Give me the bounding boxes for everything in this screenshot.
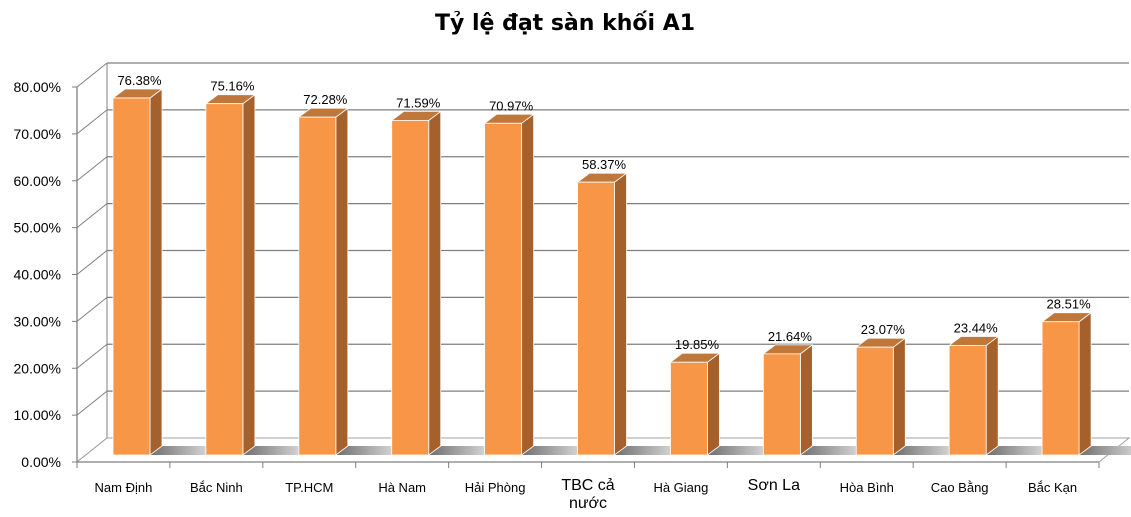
data-label: 58.37% bbox=[582, 157, 627, 172]
bar-shadow bbox=[800, 446, 875, 455]
data-label: 23.07% bbox=[861, 322, 906, 337]
y-tick-label: 10.00% bbox=[14, 407, 61, 423]
y-tick-label: 50.00% bbox=[14, 220, 61, 236]
x-category-label: Cao Bằng bbox=[931, 480, 989, 495]
bar-side bbox=[521, 113, 535, 456]
bar-side bbox=[149, 88, 163, 456]
bar-side bbox=[242, 93, 256, 456]
chart-title: Tỷ lệ đạt sàn khối A1 bbox=[435, 11, 695, 36]
bar bbox=[855, 337, 968, 456]
axes: 0.00% 10.00% 20.00% 30.00% 40.00% 50.00% 60.00… bbox=[14, 79, 1100, 470]
bar bbox=[390, 110, 503, 456]
x-category-label: Hòa Bình bbox=[840, 480, 894, 495]
bar-shadow bbox=[893, 446, 968, 455]
bar-shadow bbox=[1079, 446, 1131, 455]
bar-shadow bbox=[521, 446, 596, 455]
side-wall-line bbox=[76, 343, 108, 369]
bar-side bbox=[428, 110, 442, 456]
bar-front bbox=[948, 345, 987, 456]
bar-front bbox=[1041, 321, 1080, 456]
bar-shadow bbox=[614, 446, 689, 455]
y-tick-label: 30.00% bbox=[14, 313, 61, 329]
data-label: 23.44% bbox=[954, 320, 999, 335]
bar-shadow bbox=[707, 446, 782, 455]
side-wall-line bbox=[76, 296, 108, 322]
y-tick-label: 20.00% bbox=[14, 360, 61, 376]
data-label: 70.97% bbox=[489, 98, 534, 113]
bar-front bbox=[670, 361, 708, 456]
data-label: 76.38% bbox=[117, 73, 162, 88]
bar bbox=[947, 335, 1061, 456]
bar-front bbox=[762, 353, 801, 456]
bar-front bbox=[391, 119, 430, 456]
bar bbox=[204, 93, 317, 456]
bar-front bbox=[298, 116, 337, 456]
bars bbox=[111, 88, 1131, 456]
y-tick-label: 80.00% bbox=[14, 79, 61, 95]
data-label: 21.64% bbox=[768, 329, 813, 344]
side-wall-line bbox=[76, 250, 108, 275]
bar bbox=[1040, 311, 1131, 456]
labels: 76.38% Nam Định 75.16% Bắc Ninh 72.28% TP.HCM… bbox=[95, 73, 1092, 512]
data-label: 19.85% bbox=[675, 337, 720, 352]
x-category-label: Hà Nam bbox=[378, 480, 426, 495]
y-tick-label: 60.00% bbox=[14, 173, 61, 189]
bar-shadow bbox=[150, 446, 224, 455]
y-tick-label: 70.00% bbox=[14, 126, 61, 142]
bar bbox=[669, 352, 782, 456]
x-category-label: Bắc Ninh bbox=[190, 480, 243, 495]
side-wall-line bbox=[76, 109, 108, 135]
bar bbox=[111, 88, 224, 456]
data-label: 28.51% bbox=[1047, 297, 1092, 312]
bar-side bbox=[892, 337, 906, 456]
x-category-label: Sơn La bbox=[748, 477, 800, 494]
bar bbox=[576, 172, 689, 456]
bar-side bbox=[799, 344, 813, 456]
x-category-label: Hà Giang bbox=[653, 480, 708, 495]
x-category-label: TP.HCM bbox=[285, 480, 333, 495]
bar bbox=[483, 113, 596, 456]
bar-side bbox=[335, 107, 349, 456]
bar bbox=[297, 107, 410, 456]
bar-shadow bbox=[335, 446, 410, 455]
side-wall-line bbox=[76, 390, 108, 416]
data-label: 71.59% bbox=[396, 95, 441, 110]
bar-front bbox=[577, 181, 615, 456]
y-tick-label: 40.00% bbox=[14, 267, 61, 283]
bar-front bbox=[484, 122, 523, 456]
side-wall-line bbox=[76, 156, 108, 182]
bar-side bbox=[707, 352, 720, 456]
bar-shadow bbox=[242, 446, 317, 455]
bar-side bbox=[985, 335, 999, 456]
x-category-label: TBC cả nước bbox=[561, 477, 614, 512]
x-category-label: Hải Phòng bbox=[465, 480, 526, 495]
bar-shadow bbox=[428, 446, 503, 455]
x-category-label: Nam Định bbox=[95, 480, 153, 495]
bar-front bbox=[205, 103, 244, 456]
bar bbox=[762, 344, 875, 456]
bar-side bbox=[1078, 311, 1092, 456]
bar-shadow bbox=[986, 446, 1061, 455]
bar-front bbox=[112, 97, 151, 456]
data-label: 72.28% bbox=[303, 92, 348, 107]
side-wall-line bbox=[76, 203, 108, 229]
bar-front bbox=[855, 346, 894, 456]
x-category-label: Bắc Kạn bbox=[1028, 480, 1077, 495]
side-wall-line bbox=[76, 62, 108, 88]
bar-side bbox=[614, 172, 627, 456]
data-label: 75.16% bbox=[210, 79, 255, 94]
y-tick-label: 0.00% bbox=[21, 454, 61, 470]
